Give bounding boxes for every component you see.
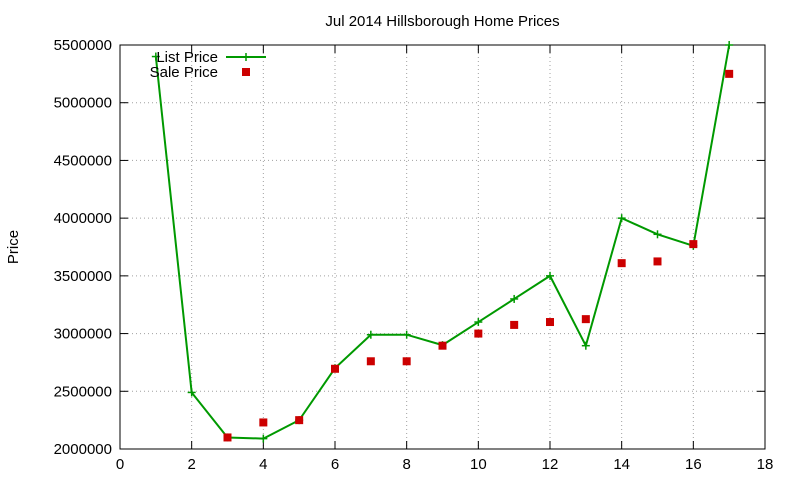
- sale-price-point: [546, 318, 554, 327]
- x-tick-label: 14: [613, 456, 630, 473]
- x-tick-label: 18: [757, 456, 774, 473]
- x-tick-label: 0: [116, 456, 124, 473]
- list-price-point: [366, 330, 375, 339]
- y-tick-label: 5500000: [54, 37, 112, 54]
- x-tick-label: 2: [187, 456, 195, 473]
- sale-price-point: [617, 259, 626, 268]
- sale-price-point: [402, 357, 411, 366]
- y-tick-label: 4000000: [54, 210, 112, 227]
- sale-price-point: [295, 416, 304, 425]
- list-price-point: [474, 318, 483, 327]
- list-price-point: [653, 230, 662, 239]
- y-tick-label: 2000000: [54, 441, 112, 458]
- sale-price-point: [259, 418, 268, 427]
- plot-border: [119, 44, 766, 450]
- x-tick-label: 6: [331, 456, 339, 473]
- x-tick-label: 4: [259, 456, 267, 473]
- list-price-point: [581, 341, 590, 350]
- legend-label-sale-price: Sale Price: [150, 64, 218, 81]
- y-tick-label: 3500000: [54, 268, 112, 285]
- sale-price-point: [438, 341, 447, 350]
- list-price-point: [546, 271, 554, 280]
- sale-price-point: [653, 257, 662, 266]
- list-price-point: [510, 294, 519, 303]
- y-tick-label: 5000000: [54, 95, 112, 112]
- axis-tick-labels: 2000000250000030000003500000400000045000…: [54, 37, 774, 473]
- x-tick-label: 8: [402, 456, 410, 473]
- legend-swatch-list-price: [226, 53, 266, 61]
- chart-title: Jul 2014 Hillsborough Home Prices: [325, 13, 559, 30]
- sale-price-point: [725, 69, 734, 78]
- x-tick-label: 10: [470, 456, 487, 473]
- y-tick-label: 4500000: [54, 152, 112, 169]
- list-price-point: [402, 330, 411, 339]
- sale-price-point: [581, 315, 590, 324]
- legend-swatch-sale-price: [242, 68, 250, 76]
- list-price-point: [725, 41, 734, 49]
- list-price-line: [154, 44, 731, 440]
- list-price-point: [259, 434, 268, 443]
- y-tick-label: 3000000: [54, 326, 112, 343]
- sale-price-point: [510, 320, 519, 329]
- x-tick-label: 12: [542, 456, 559, 473]
- y-axis-label: Price: [5, 230, 22, 264]
- y-tick-label: 2500000: [54, 383, 112, 400]
- list-price-point: [187, 388, 196, 397]
- x-tick-label: 16: [685, 456, 702, 473]
- sale-price-point: [223, 433, 232, 442]
- series-layer: [151, 41, 734, 443]
- sale-price-point: [331, 364, 339, 373]
- grid: [120, 45, 765, 449]
- axis-ticks: [119, 44, 766, 450]
- list-price-point: [617, 214, 626, 223]
- sale-price-point: [689, 240, 698, 249]
- list-price-point: [151, 52, 160, 61]
- sale-price-point: [366, 357, 375, 366]
- legend-label-list-price: List Price: [156, 49, 218, 66]
- sale-price-point: [474, 329, 483, 338]
